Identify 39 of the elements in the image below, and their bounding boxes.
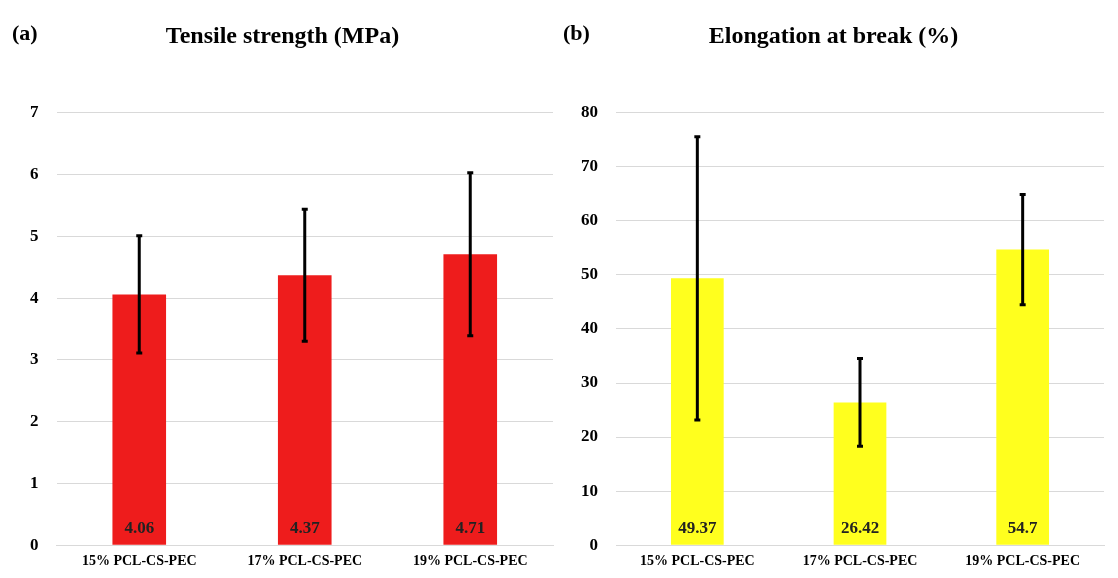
- bar: [443, 254, 498, 545]
- y-tick-label: 70: [581, 156, 598, 176]
- y-tick-label: 80: [581, 102, 598, 122]
- x-tick-label: 15% PCL-CS-PEC: [639, 553, 755, 569]
- y-tick-label: 50: [581, 264, 598, 284]
- x-tick-label: 17% PCL-CS-PEC: [247, 553, 363, 569]
- bar: [277, 275, 332, 545]
- y-tick-label: 0: [589, 534, 598, 554]
- bar: [112, 294, 167, 545]
- data-label: 4.06: [124, 517, 155, 537]
- bar: [833, 402, 887, 545]
- data-label: 4.71: [455, 517, 486, 537]
- text: (b): [563, 20, 590, 46]
- y-tick-label: 7: [30, 102, 39, 122]
- y-tick-label: 20: [581, 426, 598, 446]
- text: (a): [12, 20, 38, 46]
- y-tick-label: 1: [30, 472, 39, 492]
- data-label: 54.7: [1007, 517, 1039, 537]
- y-tick-label: 5: [30, 225, 39, 245]
- y-tick-label: 2: [30, 411, 39, 431]
- y-tick-label: 60: [581, 210, 598, 230]
- chart-title: Elongation at break (%): [708, 21, 959, 48]
- data-label: 4.37: [289, 517, 321, 537]
- x-tick-label: 19% PCL-CS-PEC: [965, 553, 1081, 569]
- chart-title: Tensile strength (MPa): [165, 21, 400, 48]
- y-tick-label: 30: [581, 372, 598, 392]
- y-tick-label: 0: [30, 534, 39, 554]
- y-tick-label: 6: [30, 163, 39, 183]
- data-label: 26.42: [840, 517, 880, 537]
- x-tick-label: 17% PCL-CS-PEC: [802, 553, 918, 569]
- data-label: 49.37: [678, 517, 717, 537]
- y-tick-label: 10: [581, 480, 598, 500]
- y-tick-label: 3: [30, 349, 39, 369]
- y-tick-label: 40: [581, 318, 598, 338]
- y-tick-label: 4: [30, 287, 39, 307]
- bar: [996, 249, 1050, 545]
- x-tick-label: 15% PCL-CS-PEC: [81, 553, 197, 569]
- x-tick-label: 19% PCL-CS-PEC: [412, 553, 528, 569]
- bar: [670, 278, 724, 545]
